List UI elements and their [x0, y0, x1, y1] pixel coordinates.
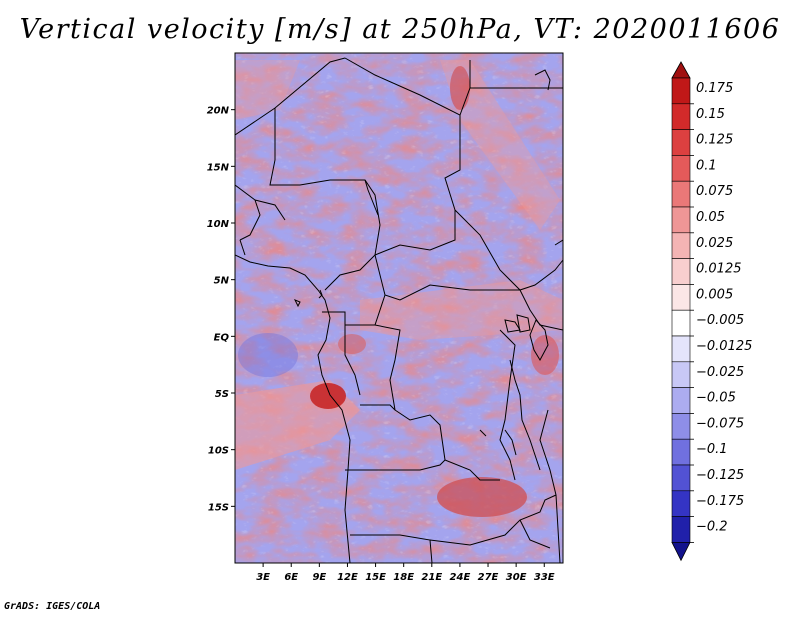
colorbar-label: −0.125 — [696, 468, 744, 483]
lon-tick-label: 30E — [506, 572, 527, 583]
colorbar-label: −0.1 — [696, 442, 728, 457]
colorbar-label: −0.175 — [696, 494, 744, 509]
colorbar-label: 0.125 — [696, 133, 733, 148]
colorbar-label: −0.075 — [696, 416, 744, 431]
vertical-velocity-field — [235, 53, 563, 563]
colorbar-label: 0.175 — [696, 81, 733, 96]
colorbar-label: 0.05 — [696, 210, 725, 225]
colorbar-swatch — [671, 335, 691, 363]
country-borders — [235, 57, 563, 563]
colorbar-swatch — [671, 387, 691, 414]
colorbar-swatch — [671, 413, 691, 440]
colorbar-label: −0.0125 — [696, 339, 752, 354]
lat-tick-label: EQ — [214, 332, 230, 343]
lat-tick-label: 15S — [208, 502, 229, 513]
latitude-axis: 20N 15N 10N 5N EQ 5S 10S 15S — [207, 106, 235, 513]
colorbar-swatch — [671, 309, 691, 337]
lon-tick-label: 6E — [284, 572, 298, 583]
colorbar-top-arrow — [671, 61, 691, 79]
lat-tick-label: 10S — [208, 446, 229, 457]
colorbar-swatch — [671, 464, 691, 492]
colorbar-swatch — [671, 258, 691, 285]
plot-title: Vertical velocity [m/s] at 250hPa, VT: 2… — [19, 14, 781, 45]
lat-tick-label: 20N — [207, 106, 230, 117]
lon-tick-label: 15E — [365, 572, 386, 583]
colorbar-label: 0.005 — [696, 287, 733, 302]
colorbar-label: 0.1 — [696, 158, 717, 173]
colorbar-label: 0.0125 — [696, 262, 742, 277]
lon-tick-label: 9E — [312, 572, 326, 583]
longitude-axis: 3E 6E 9E 12E 15E 18E 21E 24E 27E 30E 33E — [256, 563, 555, 583]
colorbar-swatch — [671, 361, 691, 388]
colorbar-label: 0.025 — [696, 236, 733, 251]
lat-tick-label: 15N — [207, 162, 230, 173]
colorbar-label: −0.2 — [696, 520, 728, 535]
colorbar-swatch — [671, 284, 691, 311]
lat-tick-label: 5S — [215, 389, 229, 400]
colorbar: 0.175 0.15 0.125 0.1 0.075 0.05 0.025 0.0125 0.0… — [671, 61, 752, 562]
lon-tick-label: 12E — [337, 572, 358, 583]
colorbar-swatch — [671, 77, 691, 105]
lat-tick-label: 5N — [214, 276, 230, 287]
lat-tick-label: 10N — [207, 219, 230, 230]
colorbar-label: −0.05 — [696, 391, 736, 406]
colorbar-bottom-arrow — [671, 542, 691, 562]
lon-tick-label: 27E — [478, 572, 499, 583]
lon-tick-label: 18E — [393, 572, 414, 583]
lon-tick-label: 24E — [450, 572, 471, 583]
colorbar-label: −0.005 — [696, 313, 744, 328]
colorbar-swatch — [671, 232, 691, 259]
lon-tick-label: 3E — [256, 572, 270, 583]
colorbar-swatch — [671, 516, 691, 543]
colorbar-swatch — [671, 438, 691, 466]
map-frame — [234, 52, 564, 564]
colorbar-swatch — [671, 155, 691, 182]
colorbar-swatch — [671, 129, 691, 156]
colorbar-swatch — [671, 206, 691, 234]
colorbar-label: 0.15 — [696, 107, 725, 122]
colorbar-label: −0.025 — [696, 365, 744, 380]
lon-tick-label: 21E — [421, 572, 442, 583]
colorbar-swatch — [671, 490, 691, 517]
lon-tick-label: 33E — [534, 572, 555, 583]
colorbar-label: 0.075 — [696, 184, 733, 199]
colorbar-swatch — [671, 103, 691, 130]
grads-credit: GrADS: IGES/COLA — [4, 601, 101, 612]
colorbar-swatch — [671, 180, 691, 208]
